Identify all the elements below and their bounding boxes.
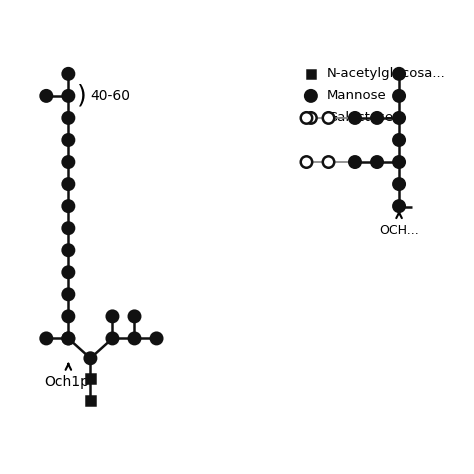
Circle shape <box>301 156 312 168</box>
Circle shape <box>393 134 405 146</box>
Circle shape <box>323 156 334 168</box>
Circle shape <box>63 333 74 344</box>
Circle shape <box>63 222 74 234</box>
Bar <box>86 396 95 405</box>
Circle shape <box>393 201 405 212</box>
Circle shape <box>129 310 140 322</box>
Circle shape <box>301 112 312 124</box>
Circle shape <box>63 178 74 190</box>
Circle shape <box>305 90 317 101</box>
Text: N-acetylglucosa...: N-acetylglucosa... <box>327 67 446 81</box>
Text: Galactose: Galactose <box>327 111 393 125</box>
Circle shape <box>63 201 74 212</box>
Circle shape <box>63 68 74 80</box>
Circle shape <box>393 90 405 101</box>
Circle shape <box>371 156 383 168</box>
Circle shape <box>63 112 74 124</box>
Circle shape <box>151 333 162 344</box>
Circle shape <box>393 178 405 190</box>
Text: ): ) <box>77 84 87 108</box>
Text: Mannose: Mannose <box>327 90 387 102</box>
Circle shape <box>349 156 361 168</box>
Circle shape <box>393 112 405 124</box>
Circle shape <box>63 266 74 278</box>
Circle shape <box>63 333 74 344</box>
Circle shape <box>393 156 405 168</box>
Circle shape <box>393 68 405 80</box>
Circle shape <box>41 333 52 344</box>
Text: Och1p: Och1p <box>44 375 89 389</box>
Text: OCH...: OCH... <box>379 224 419 237</box>
Circle shape <box>349 112 361 124</box>
Circle shape <box>41 90 52 101</box>
Text: 40-60: 40-60 <box>91 89 130 103</box>
Circle shape <box>85 353 96 364</box>
Circle shape <box>63 245 74 256</box>
Circle shape <box>63 90 74 101</box>
Circle shape <box>63 310 74 322</box>
Circle shape <box>305 112 317 124</box>
Circle shape <box>323 112 334 124</box>
Circle shape <box>371 112 383 124</box>
Circle shape <box>63 156 74 168</box>
Circle shape <box>63 134 74 146</box>
Circle shape <box>129 333 140 344</box>
Circle shape <box>107 310 118 322</box>
Circle shape <box>63 289 74 300</box>
Bar <box>86 374 95 383</box>
Circle shape <box>107 333 118 344</box>
Bar <box>307 70 315 78</box>
